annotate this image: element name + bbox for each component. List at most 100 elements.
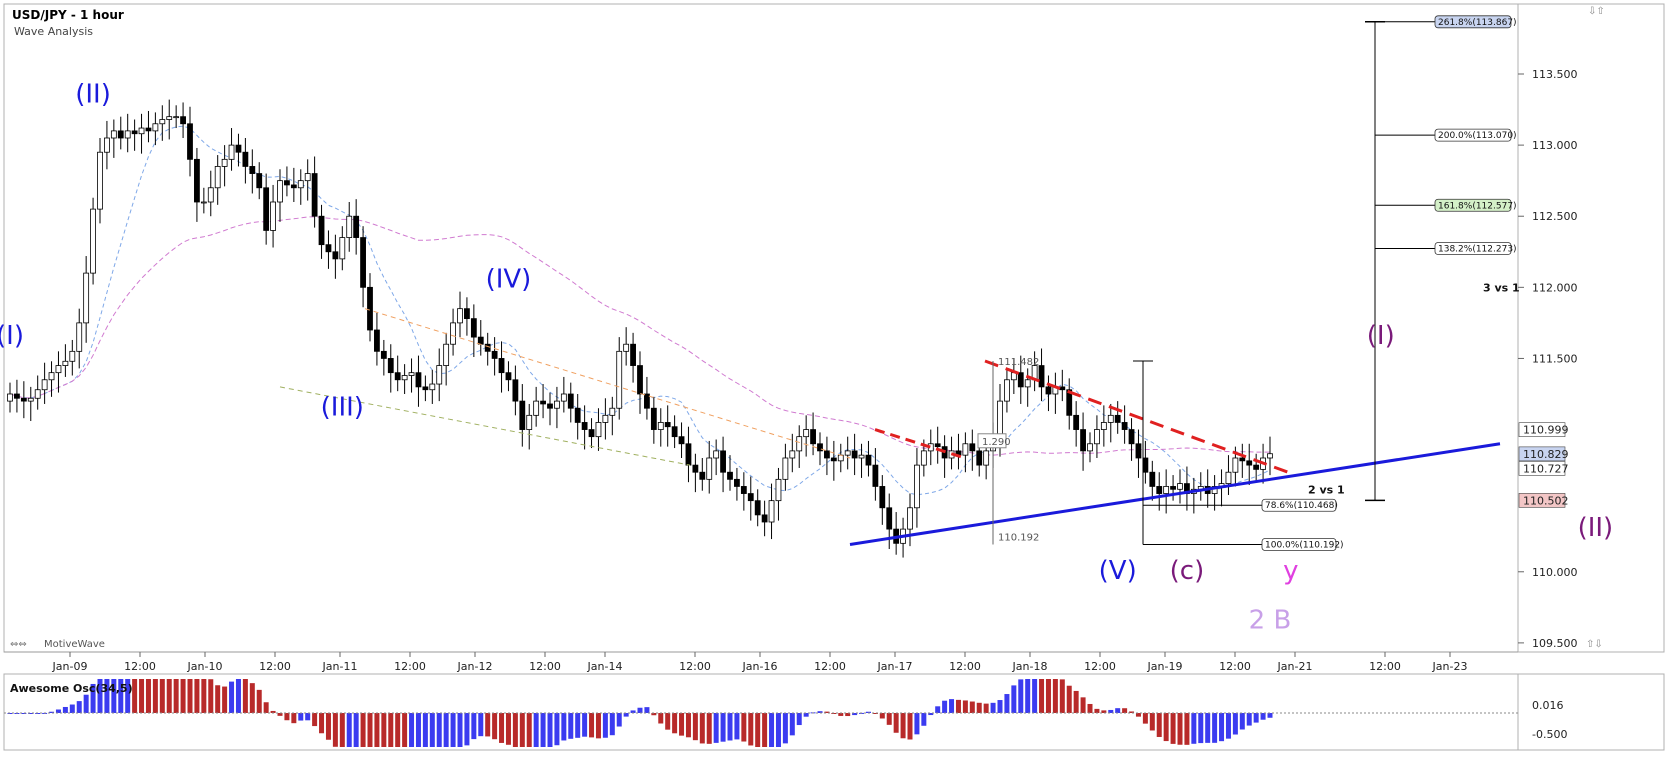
price-tag-label: 110.829 <box>1523 448 1569 461</box>
oscillator-bar <box>734 713 740 740</box>
candle-body <box>69 350 76 362</box>
oscillator-bar <box>582 713 588 737</box>
candle-body <box>865 454 872 466</box>
oscillator-bar <box>339 713 345 747</box>
price-110192-label: 110.192 <box>998 532 1039 543</box>
oscillator-bar <box>284 713 290 721</box>
candle-body <box>34 389 41 399</box>
candle-body <box>907 507 913 530</box>
oscillator-bar <box>235 679 241 713</box>
panel-arrows-icon[interactable]: ⇩⇧ <box>1588 6 1605 17</box>
candle-body <box>360 237 366 288</box>
candle-body <box>1128 429 1135 445</box>
oscillator-bar <box>187 679 193 713</box>
oscillator-bar <box>1059 679 1065 713</box>
oscillator-bar <box>1267 713 1273 718</box>
oscillator-bar <box>429 713 435 747</box>
oscillator-bar <box>623 713 629 717</box>
oscillator-bar <box>194 679 200 713</box>
oscillator-bar <box>436 713 442 747</box>
candle-body <box>519 400 526 430</box>
candle-body <box>353 215 360 238</box>
oscillator-bar <box>76 701 82 713</box>
candle-body <box>830 457 837 462</box>
time-tick-label: 12:00 <box>1369 660 1401 673</box>
time-tick-label: Jan-14 <box>587 660 623 673</box>
candle-body <box>526 414 533 430</box>
price-tag-box <box>1518 493 1566 508</box>
candle-body <box>644 393 650 409</box>
oscillator-bar <box>651 713 657 716</box>
panel-bottom-arrows-icon[interactable]: ⇧⇩ <box>1586 639 1603 650</box>
price-111482-label: 111.482 <box>998 357 1039 368</box>
candle-body <box>380 350 387 359</box>
candle-body <box>484 343 491 352</box>
candle-body <box>872 464 879 487</box>
price-tick-label: 110.000 <box>1532 566 1578 579</box>
oscillator-bar <box>388 713 394 747</box>
candle-body <box>616 350 623 409</box>
oscillator-bar <box>201 679 207 713</box>
oscillator-bar <box>485 713 491 737</box>
oscillator-bar <box>616 713 622 727</box>
oscillator-bar <box>713 713 719 743</box>
candle-body <box>914 464 920 509</box>
candle-body <box>270 201 276 231</box>
oscillator-bar <box>222 686 228 713</box>
oscillator-bar <box>900 713 906 739</box>
oscillator-bar <box>554 713 560 746</box>
candle-body <box>83 272 90 324</box>
oscillator-bar <box>249 683 255 713</box>
candle-body <box>1156 486 1163 494</box>
candle-body <box>1045 386 1052 395</box>
oscillator-bar <box>132 679 138 713</box>
oscillator-bar <box>319 713 325 734</box>
oscillator-bar <box>1039 679 1045 713</box>
candle-body <box>457 308 463 324</box>
oscillator-bar <box>28 713 34 714</box>
oscillator-bar <box>928 713 934 716</box>
oscillator-bar <box>512 713 518 747</box>
candle-body <box>554 400 560 409</box>
time-tick-label: Jan-12 <box>457 660 493 673</box>
time-tick-label: Jan-18 <box>1012 660 1048 673</box>
price-tick-label: 113.000 <box>1532 139 1578 152</box>
time-tick-label: Jan-11 <box>322 660 358 673</box>
price-tick-label: 113.500 <box>1532 68 1578 81</box>
candle-body <box>464 308 470 320</box>
oscillator-bar <box>402 713 408 747</box>
oscillator-bar <box>1025 679 1031 713</box>
candle-body <box>678 436 685 445</box>
fib-retrace-label: 78.6%(110.468) <box>1265 501 1338 511</box>
candle-body <box>131 130 138 135</box>
oscillator-bar <box>589 713 595 738</box>
oscillator-bar <box>672 713 678 734</box>
candle-body <box>242 151 249 167</box>
candle-body <box>1114 414 1121 423</box>
candle-body <box>803 429 810 438</box>
candle-body <box>256 173 263 189</box>
wave-label: (I) <box>0 321 24 351</box>
fib-target-box <box>1434 198 1512 212</box>
oscillator-bar <box>298 713 304 721</box>
wave-labels: (I)(II)(III)(IV)(V)(c)y2 B(I)(II)(III) <box>0 79 1613 635</box>
oscillator-bar <box>1191 713 1197 744</box>
candle-body <box>297 180 304 189</box>
candle-body <box>630 343 636 366</box>
overlay-lines: 111.482 110.192 1.290 3 vs 1 2 vs 1 <box>279 21 1520 546</box>
candle-body <box>235 144 242 153</box>
candle-body <box>775 478 782 502</box>
candle-body <box>671 426 678 438</box>
scroll-arrows-icon[interactable]: ⇔⇔ <box>10 639 27 650</box>
oscillator-axis-label: -0.500 <box>1532 728 1567 741</box>
oscillator-bar <box>1260 713 1266 720</box>
oscillator-bar <box>907 713 913 740</box>
price-tag-box <box>1518 461 1566 476</box>
oscillator-bar <box>1073 690 1079 713</box>
candle-body <box>401 375 408 381</box>
oscillator-bar <box>976 702 982 713</box>
fib-target-box <box>1434 242 1512 255</box>
time-tick-label: Jan-16 <box>742 660 778 673</box>
candle-body <box>429 383 436 391</box>
